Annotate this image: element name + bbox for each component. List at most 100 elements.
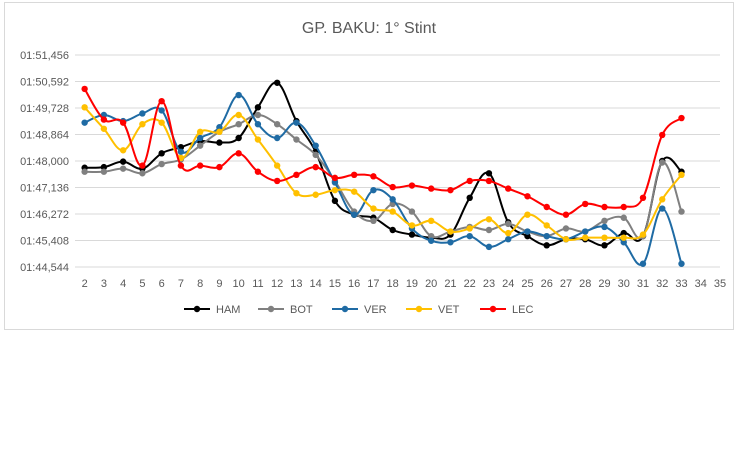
data-point: [312, 142, 319, 149]
data-point: [678, 260, 685, 267]
data-point: [235, 111, 242, 119]
legend-label: HAM: [216, 304, 240, 316]
y-tick-label: 01:46,272: [20, 209, 69, 221]
x-tick-label: 11: [252, 278, 263, 290]
x-tick-label: 4: [120, 278, 126, 290]
legend-item-bot: BOT: [258, 304, 313, 316]
data-point: [620, 239, 627, 246]
x-tick-label: 21: [444, 278, 456, 290]
data-point: [505, 185, 512, 192]
data-point: [100, 168, 108, 175]
chart-container: GP. BAKU: 1° Stint 01:44,544 01:45,408 01:…: [4, 2, 734, 330]
data-point: [582, 234, 589, 241]
y-tick-label: 01:51,456: [20, 50, 69, 62]
data-point: [331, 179, 339, 186]
data-point: [331, 186, 339, 194]
data-point: [389, 208, 396, 215]
data-point: [659, 196, 666, 203]
data-point: [447, 186, 454, 194]
data-point: [235, 134, 242, 142]
data-point: [543, 203, 550, 211]
data-point: [158, 160, 165, 168]
x-tick-label: 23: [483, 278, 495, 290]
series-line-vet: [83, 106, 683, 241]
x-tick-label: 32: [656, 278, 668, 290]
data-point: [139, 120, 146, 128]
x-tick-label: 33: [675, 278, 687, 290]
data-point: [601, 223, 608, 231]
data-point: [158, 107, 165, 114]
data-point: [524, 232, 531, 240]
data-point: [620, 203, 627, 211]
x-tick-label: 5: [139, 278, 145, 290]
data-point: [196, 128, 204, 136]
y-tick-label: 01:48,000: [20, 156, 69, 168]
data-point: [601, 234, 608, 241]
data-point: [505, 229, 512, 237]
data-point: [273, 134, 281, 142]
data-point: [427, 232, 435, 240]
x-tick-label: 22: [464, 278, 476, 290]
data-point: [389, 196, 396, 203]
data-point: [678, 171, 685, 179]
data-point: [273, 79, 281, 86]
data-point: [408, 182, 416, 189]
data-point: [466, 225, 473, 232]
data-point: [601, 203, 608, 211]
data-point: [350, 171, 358, 179]
data-point: [350, 188, 358, 195]
legend-item-lec: LEC: [480, 304, 533, 316]
x-tick-label: 20: [425, 278, 437, 290]
legend-marker: [415, 305, 423, 313]
data-point: [100, 163, 108, 171]
x-tick-label: 25: [521, 278, 533, 290]
x-tick-label: 14: [310, 278, 322, 290]
data-point: [620, 234, 627, 241]
data-point: [254, 168, 262, 175]
x-tick-label: 27: [560, 278, 572, 290]
series-ham: [81, 79, 685, 249]
data-point: [139, 110, 146, 117]
data-point: [639, 231, 647, 238]
y-tick-label: 01:48,864: [20, 130, 69, 142]
data-point: [293, 171, 300, 179]
x-axis-ticks: 2 3 4 5 6 7 8 9 10 11 12 13 14 15 16 17 18 19 20 21 22 23 24 25…: [82, 278, 727, 290]
data-point: [312, 191, 319, 198]
data-point: [235, 120, 242, 128]
data-point: [639, 260, 647, 267]
x-tick-label: 31: [637, 278, 649, 290]
data-point: [81, 104, 88, 111]
data-point: [158, 150, 165, 157]
x-tick-label: 2: [82, 278, 88, 290]
legend-marker: [193, 305, 201, 313]
data-point: [524, 193, 531, 200]
legend-item-ham: HAM: [184, 304, 240, 316]
data-point: [370, 205, 377, 212]
x-tick-label: 26: [541, 278, 553, 290]
data-point: [562, 236, 570, 243]
data-point: [254, 104, 262, 111]
y-tick-label: 01:47,136: [20, 183, 69, 195]
y-tick-label: 01:44,544: [20, 262, 69, 274]
series-lines: [81, 79, 685, 267]
data-point: [312, 163, 319, 171]
y-axis-ticks: 01:44,544 01:45,408 01:46,272 01:47,136 01:4…: [20, 50, 69, 274]
data-point: [524, 211, 531, 218]
data-point: [100, 125, 108, 132]
data-point: [293, 136, 300, 143]
data-point: [216, 139, 223, 146]
data-point: [331, 197, 339, 205]
data-point: [601, 217, 608, 225]
data-point: [312, 151, 319, 159]
data-point: [408, 231, 416, 238]
data-point: [601, 242, 608, 249]
x-tick-label: 6: [159, 278, 165, 290]
data-point: [119, 158, 127, 165]
x-tick-label: 9: [216, 278, 222, 290]
data-point: [254, 120, 262, 128]
x-tick-label: 12: [271, 278, 283, 290]
data-point: [543, 242, 550, 249]
legend-label: BOT: [290, 304, 313, 316]
data-point: [293, 190, 300, 197]
data-point: [620, 214, 627, 221]
